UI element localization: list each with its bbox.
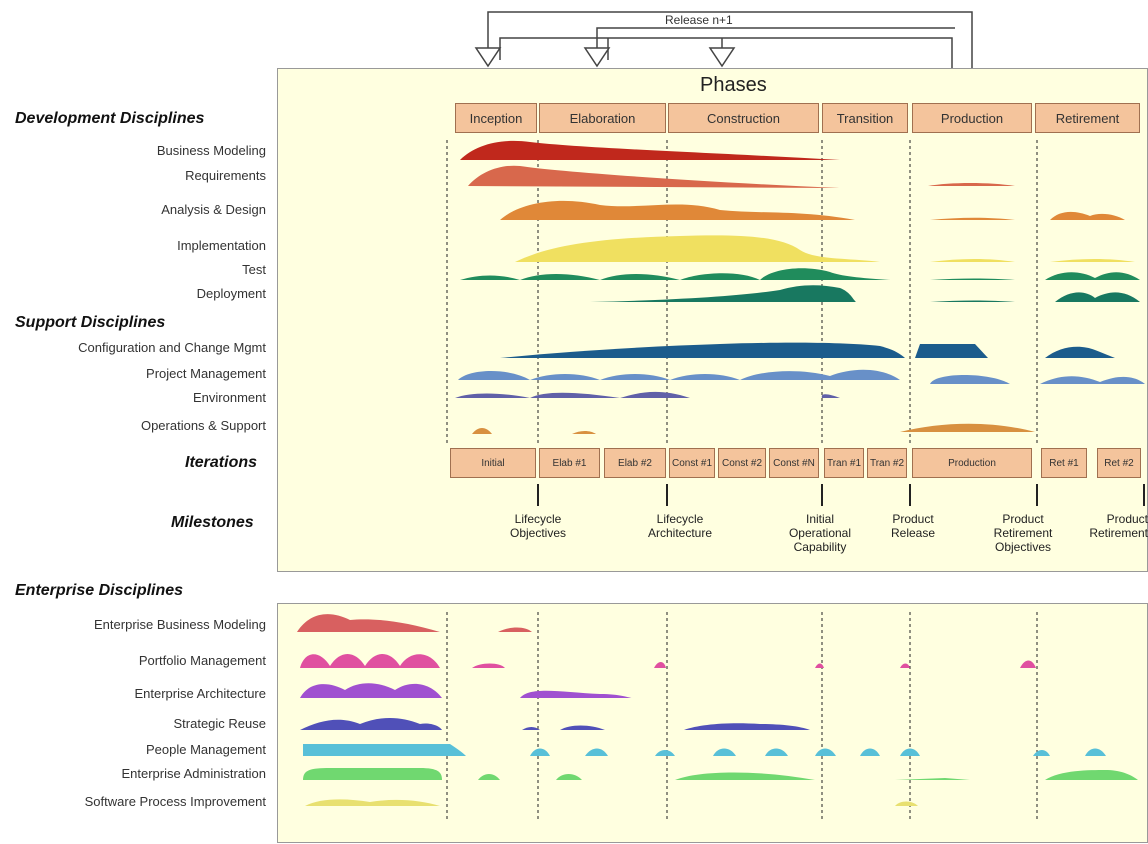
hump-operations (472, 428, 492, 434)
hump-requirements (468, 165, 840, 188)
label-spi: Software Process Improvement (84, 794, 266, 809)
heading-enterprise: Enterprise Disciplines (15, 582, 184, 599)
label-business-modeling: Business Modeling (156, 143, 266, 158)
label-analysis-design: Analysis & Design (161, 202, 266, 217)
hump-strategic-reuse (300, 718, 442, 730)
discipline-labels: Business Modeling Requirements Analysis … (0, 0, 266, 844)
iteration-ret-2: Ret #2 (1097, 448, 1141, 478)
hump-business-modeling (460, 140, 840, 160)
hump-implementation (515, 235, 880, 262)
label-requirements: Requirements (185, 168, 266, 183)
support-humps (455, 342, 1145, 434)
hump-project-mgmt (458, 369, 900, 380)
label-environment: Environment (193, 390, 266, 405)
label-ent-architecture: Enterprise Architecture (134, 686, 266, 701)
milestone-product-retirement-objectives: Product Retirement Objectives (993, 512, 1053, 554)
heading-development: Development Disciplines (15, 110, 205, 127)
lifecycle-panel (277, 68, 1148, 572)
iteration-const-1: Const #1 (669, 448, 715, 478)
milestone-initial-operational-capability: Initial Operational Capability (788, 512, 852, 554)
release-label: Release n+1 (665, 13, 733, 27)
heading-support: Support Disciplines (15, 314, 166, 331)
hump-ent-architecture (300, 683, 442, 698)
hump-ent-business-modeling (297, 614, 440, 632)
label-test: Test (242, 262, 266, 277)
milestone-ticks (537, 484, 1145, 506)
hump-ent-admin (303, 768, 442, 780)
phase-inception: Inception (455, 103, 537, 133)
phase-retirement: Retirement (1035, 103, 1140, 133)
iteration-tran-2: Tran #2 (867, 448, 907, 478)
label-ent-business-modeling: Enterprise Business Modeling (94, 617, 266, 632)
label-strategic-reuse: Strategic Reuse (173, 716, 267, 731)
iteration-tran-1: Tran #1 (824, 448, 864, 478)
iteration-ret-1: Ret #1 (1041, 448, 1087, 478)
label-deployment: Deployment (196, 286, 266, 301)
iteration-elab-2: Elab #2 (604, 448, 666, 478)
hump-people (303, 744, 466, 756)
label-portfolio: Portfolio Management (138, 653, 266, 668)
label-people: People Management (146, 742, 266, 757)
label-implementation: Implementation (177, 238, 266, 253)
release-arrows (474, 11, 973, 68)
hump-deployment (590, 285, 856, 302)
hump-environment (455, 391, 840, 398)
hump-spi (305, 799, 440, 806)
hump-analysis-design (500, 200, 855, 220)
iteration-const-2: Const #2 (718, 448, 766, 478)
phase-production: Production (912, 103, 1032, 133)
iteration-elab-1: Elab #1 (539, 448, 600, 478)
iteration-production: Production (912, 448, 1032, 478)
label-operations: Operations & Support (140, 418, 266, 433)
phase-construction: Construction (668, 103, 819, 133)
enterprise-humps (297, 614, 1138, 806)
milestone-product-retirement: Product Retirement (1089, 512, 1148, 540)
phases-title: Phases (700, 74, 767, 96)
development-humps (460, 140, 1140, 302)
heading-milestones: Milestones (171, 514, 254, 531)
milestone-lifecycle-objectives: Lifecycle Objectives (509, 512, 567, 540)
milestone-lifecycle-architecture: Lifecycle Architecture (647, 512, 713, 540)
iteration-initial: Initial (450, 448, 536, 478)
label-ent-admin: Enterprise Administration (121, 766, 266, 781)
hump-portfolio (300, 654, 440, 668)
hump-test (460, 268, 890, 280)
phase-elaboration: Elaboration (539, 103, 666, 133)
label-project-mgmt: Project Management (146, 366, 266, 381)
enterprise-dividers (446, 612, 1038, 820)
label-config-change: Configuration and Change Mgmt (78, 340, 266, 355)
milestone-product-release: Product Release (890, 512, 936, 540)
iteration-const-n: Const #N (769, 448, 819, 478)
hump-config-change (500, 342, 905, 358)
heading-iterations: Iterations (185, 454, 258, 471)
phase-transition: Transition (822, 103, 908, 133)
